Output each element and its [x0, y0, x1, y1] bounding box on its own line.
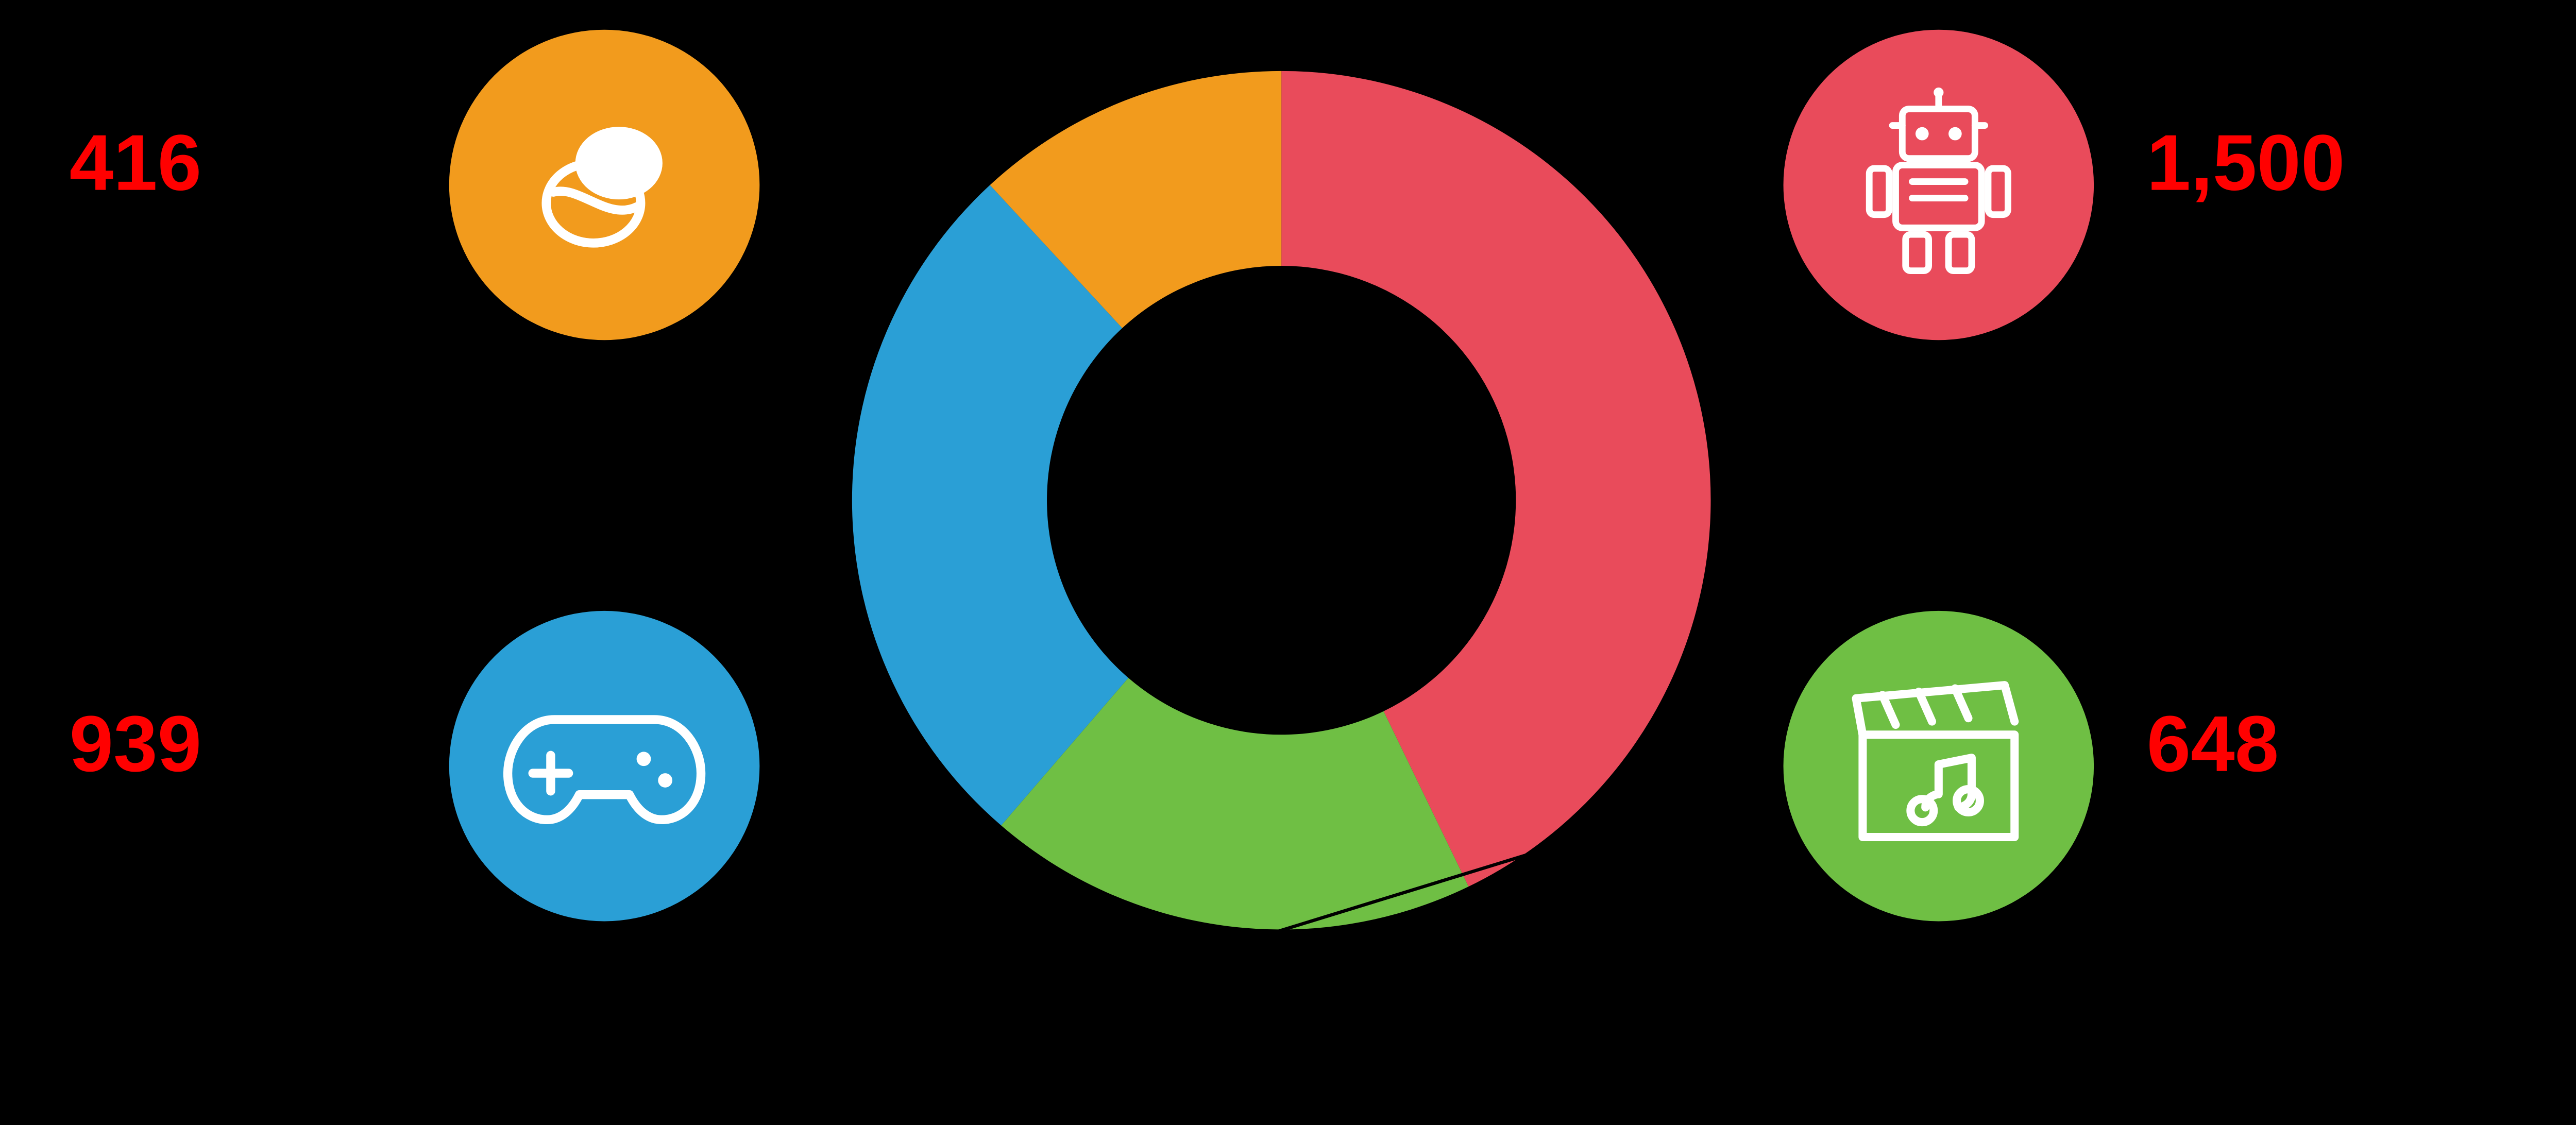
value-label-coffee: 416 [70, 119, 202, 210]
leader-coffee [759, 94, 1122, 99]
infographic-stage: 416 939 1,500 648 [0, 0, 2576, 1000]
value-label-media: 648 [2147, 700, 2279, 791]
leader-robot [1706, 115, 1784, 403]
badge-media [1784, 611, 2094, 922]
value-label-game: 939 [70, 700, 202, 791]
gamepad-icon [497, 692, 712, 840]
clapper-music-icon [1840, 675, 2038, 857]
badge-coffee [449, 30, 760, 340]
badge-game [449, 611, 760, 922]
badge-robot [1784, 30, 2094, 340]
leader-game [759, 508, 845, 726]
robot-icon [1840, 86, 2038, 284]
value-label-robot: 1,500 [2147, 119, 2345, 210]
bean-icon [514, 94, 696, 276]
